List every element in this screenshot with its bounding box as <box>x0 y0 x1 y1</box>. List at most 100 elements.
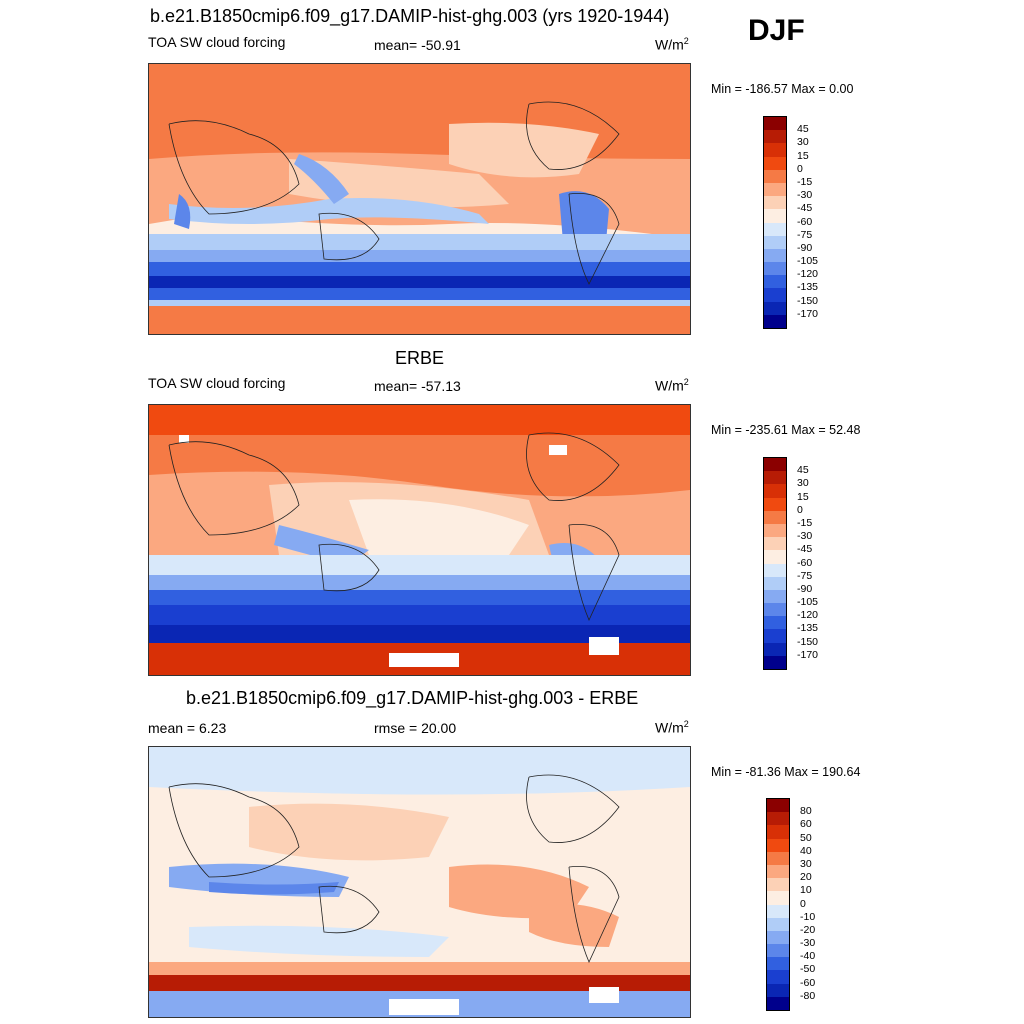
panel1-title: b.e21.B1850cmip6.f09_g17.DAMIP-hist-ghg.… <box>150 6 670 26</box>
colorbar-segment <box>764 288 786 302</box>
colorbar-tick-label: 60 <box>800 818 812 831</box>
colorbar-tick-label: -120 <box>797 268 819 281</box>
colorbar-tick-label: 45 <box>797 123 809 136</box>
colorbar-segment <box>764 196 786 210</box>
colorbar-segment <box>767 838 789 852</box>
panel2-colorbar <box>763 457 787 670</box>
colorbar-tick-label: -50 <box>800 963 816 976</box>
colorbar-segment <box>767 957 789 971</box>
colorbar-segment <box>764 537 786 551</box>
panel2-mean-label: mean= -57.13 <box>374 378 461 394</box>
colorbar-segment <box>767 812 789 826</box>
colorbar-tick-label: -120 <box>797 609 819 622</box>
colorbar-tick-label: 30 <box>800 857 812 870</box>
panel1-colorbar <box>763 116 787 329</box>
panel1-units-label: W/m2 <box>655 36 689 53</box>
colorbar-segment <box>764 275 786 289</box>
panel3-map <box>148 746 691 1018</box>
colorbar-segment <box>764 248 786 263</box>
colorbar-tick-label: 50 <box>800 831 812 844</box>
colorbar-tick-label: 0 <box>800 897 806 910</box>
colorbar-segment <box>764 655 786 669</box>
colorbar-segment <box>767 904 789 918</box>
colorbar-segment <box>764 301 786 315</box>
colorbar-tick-label: 20 <box>800 871 812 884</box>
colorbar-segment <box>767 864 789 879</box>
colorbar-tick-label: 30 <box>797 477 809 490</box>
colorbar-segment <box>764 510 786 524</box>
colorbar-segment <box>767 878 789 892</box>
colorbar-tick-label: 10 <box>800 884 812 897</box>
colorbar-tick-label: -105 <box>797 596 819 609</box>
panel2-units-label: W/m2 <box>655 377 689 394</box>
colorbar-segment <box>764 156 786 170</box>
panel3-units-label: W/m2 <box>655 719 689 736</box>
colorbar-tick-label: 0 <box>797 503 803 516</box>
colorbar-segment <box>767 825 789 839</box>
colorbar-segment <box>764 589 786 604</box>
colorbar-segment <box>764 209 786 223</box>
colorbar-tick-label: -90 <box>797 241 813 254</box>
panel1-map <box>148 63 691 335</box>
colorbar-tick-label: -10 <box>800 910 816 923</box>
colorbar-segment <box>764 222 786 236</box>
colorbar-segment <box>764 130 786 144</box>
colorbar-segment <box>764 117 786 131</box>
colorbar-segment <box>764 563 786 577</box>
colorbar-tick-label: 80 <box>800 805 812 818</box>
panel1-minmax: Min = -186.57 Max = 0.00 <box>711 82 854 96</box>
panel3-colorbar <box>766 798 790 1011</box>
colorbar-segment <box>764 550 786 564</box>
colorbar-tick-label: -135 <box>797 281 819 294</box>
colorbar-segment <box>767 944 789 958</box>
colorbar-tick-label: -90 <box>797 582 813 595</box>
colorbar-tick-label: -105 <box>797 255 819 268</box>
colorbar-tick-label: -15 <box>797 516 813 529</box>
colorbar-segment <box>764 314 786 328</box>
colorbar-segment <box>764 458 786 472</box>
colorbar-tick-label: 40 <box>800 844 812 857</box>
colorbar-segment <box>764 497 786 511</box>
colorbar-segment <box>764 182 786 197</box>
colorbar-segment <box>767 851 789 865</box>
colorbar-segment <box>764 484 786 498</box>
colorbar-tick-label: -75 <box>797 569 813 582</box>
colorbar-tick-label: 0 <box>797 162 803 175</box>
colorbar-segment <box>764 169 786 183</box>
panel3-title: b.e21.B1850cmip6.f09_g17.DAMIP-hist-ghg.… <box>186 688 639 708</box>
colorbar-tick-label: -60 <box>800 976 816 989</box>
colorbar-segment <box>764 235 786 249</box>
panel3-mean-label: mean = 6.23 <box>148 720 227 736</box>
colorbar-tick-label: -150 <box>797 294 819 307</box>
panel3-minmax: Min = -81.36 Max = 190.64 <box>711 765 861 779</box>
panel3-rmse-label: rmse = 20.00 <box>374 720 457 736</box>
panel2-title: ERBE <box>395 348 445 368</box>
colorbar-tick-label: 30 <box>797 136 809 149</box>
colorbar-segment <box>764 523 786 538</box>
colorbar-segment <box>764 143 786 157</box>
season-label: DJF <box>748 14 805 47</box>
colorbar-segment <box>764 616 786 630</box>
colorbar-tick-label: 15 <box>797 490 809 503</box>
colorbar-tick-label: -135 <box>797 622 819 635</box>
colorbar-segment <box>767 970 789 984</box>
colorbar-tick-label: -45 <box>797 543 813 556</box>
colorbar-segment <box>767 996 789 1010</box>
colorbar-tick-label: -40 <box>800 950 816 963</box>
colorbar-tick-label: -60 <box>797 215 813 228</box>
colorbar-segment <box>767 799 789 813</box>
colorbar-tick-label: -150 <box>797 635 819 648</box>
colorbar-tick-label: -30 <box>800 937 816 950</box>
colorbar-segment <box>767 983 789 997</box>
colorbar-tick-label: 15 <box>797 149 809 162</box>
colorbar-segment <box>767 917 789 931</box>
colorbar-segment <box>767 891 789 905</box>
panel1-variable-label: TOA SW cloud forcing <box>148 34 286 50</box>
colorbar-tick-label: -170 <box>797 307 819 320</box>
colorbar-segment <box>764 629 786 643</box>
colorbar-tick-label: -20 <box>800 923 816 936</box>
colorbar-tick-label: -30 <box>797 530 813 543</box>
panel2-minmax: Min = -235.61 Max = 52.48 <box>711 423 861 437</box>
colorbar-tick-label: -60 <box>797 556 813 569</box>
colorbar-tick-label: -170 <box>797 648 819 661</box>
